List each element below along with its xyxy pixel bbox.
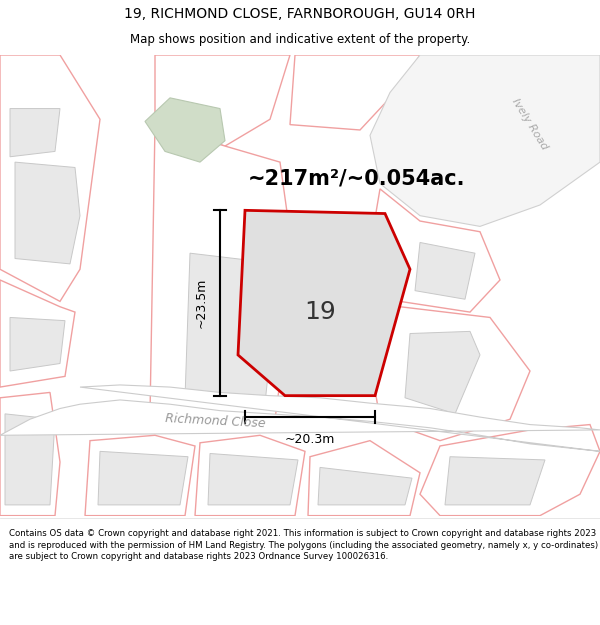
Polygon shape xyxy=(155,55,290,146)
Text: Richmond Close: Richmond Close xyxy=(165,412,266,431)
Polygon shape xyxy=(185,253,280,403)
Polygon shape xyxy=(290,55,420,130)
Polygon shape xyxy=(0,385,600,451)
Text: ~20.3m: ~20.3m xyxy=(285,433,335,446)
Polygon shape xyxy=(308,441,420,516)
Polygon shape xyxy=(0,392,60,516)
Polygon shape xyxy=(445,457,545,505)
Text: Map shows position and indicative extent of the property.: Map shows position and indicative extent… xyxy=(130,33,470,46)
Polygon shape xyxy=(195,435,305,516)
Polygon shape xyxy=(0,280,75,387)
Polygon shape xyxy=(405,331,480,414)
Polygon shape xyxy=(15,162,80,264)
Text: 19, RICHMOND CLOSE, FARNBOROUGH, GU14 0RH: 19, RICHMOND CLOSE, FARNBOROUGH, GU14 0R… xyxy=(124,7,476,21)
Polygon shape xyxy=(238,211,410,396)
Polygon shape xyxy=(10,318,65,371)
Polygon shape xyxy=(370,307,530,441)
Polygon shape xyxy=(85,435,195,516)
Polygon shape xyxy=(208,454,298,505)
Text: Ively Road: Ively Road xyxy=(510,97,550,152)
Polygon shape xyxy=(0,55,100,301)
Polygon shape xyxy=(415,242,475,299)
Polygon shape xyxy=(370,55,600,226)
Polygon shape xyxy=(370,189,500,312)
Text: ~217m²/~0.054ac.: ~217m²/~0.054ac. xyxy=(248,168,466,188)
Text: Contains OS data © Crown copyright and database right 2021. This information is : Contains OS data © Crown copyright and d… xyxy=(9,529,598,561)
Text: 19: 19 xyxy=(304,300,336,324)
Polygon shape xyxy=(318,468,412,505)
Polygon shape xyxy=(150,124,295,419)
Polygon shape xyxy=(145,98,225,162)
Polygon shape xyxy=(5,414,55,505)
Polygon shape xyxy=(10,109,60,157)
Polygon shape xyxy=(420,424,600,516)
Polygon shape xyxy=(98,451,188,505)
Text: ~23.5m: ~23.5m xyxy=(195,278,208,328)
